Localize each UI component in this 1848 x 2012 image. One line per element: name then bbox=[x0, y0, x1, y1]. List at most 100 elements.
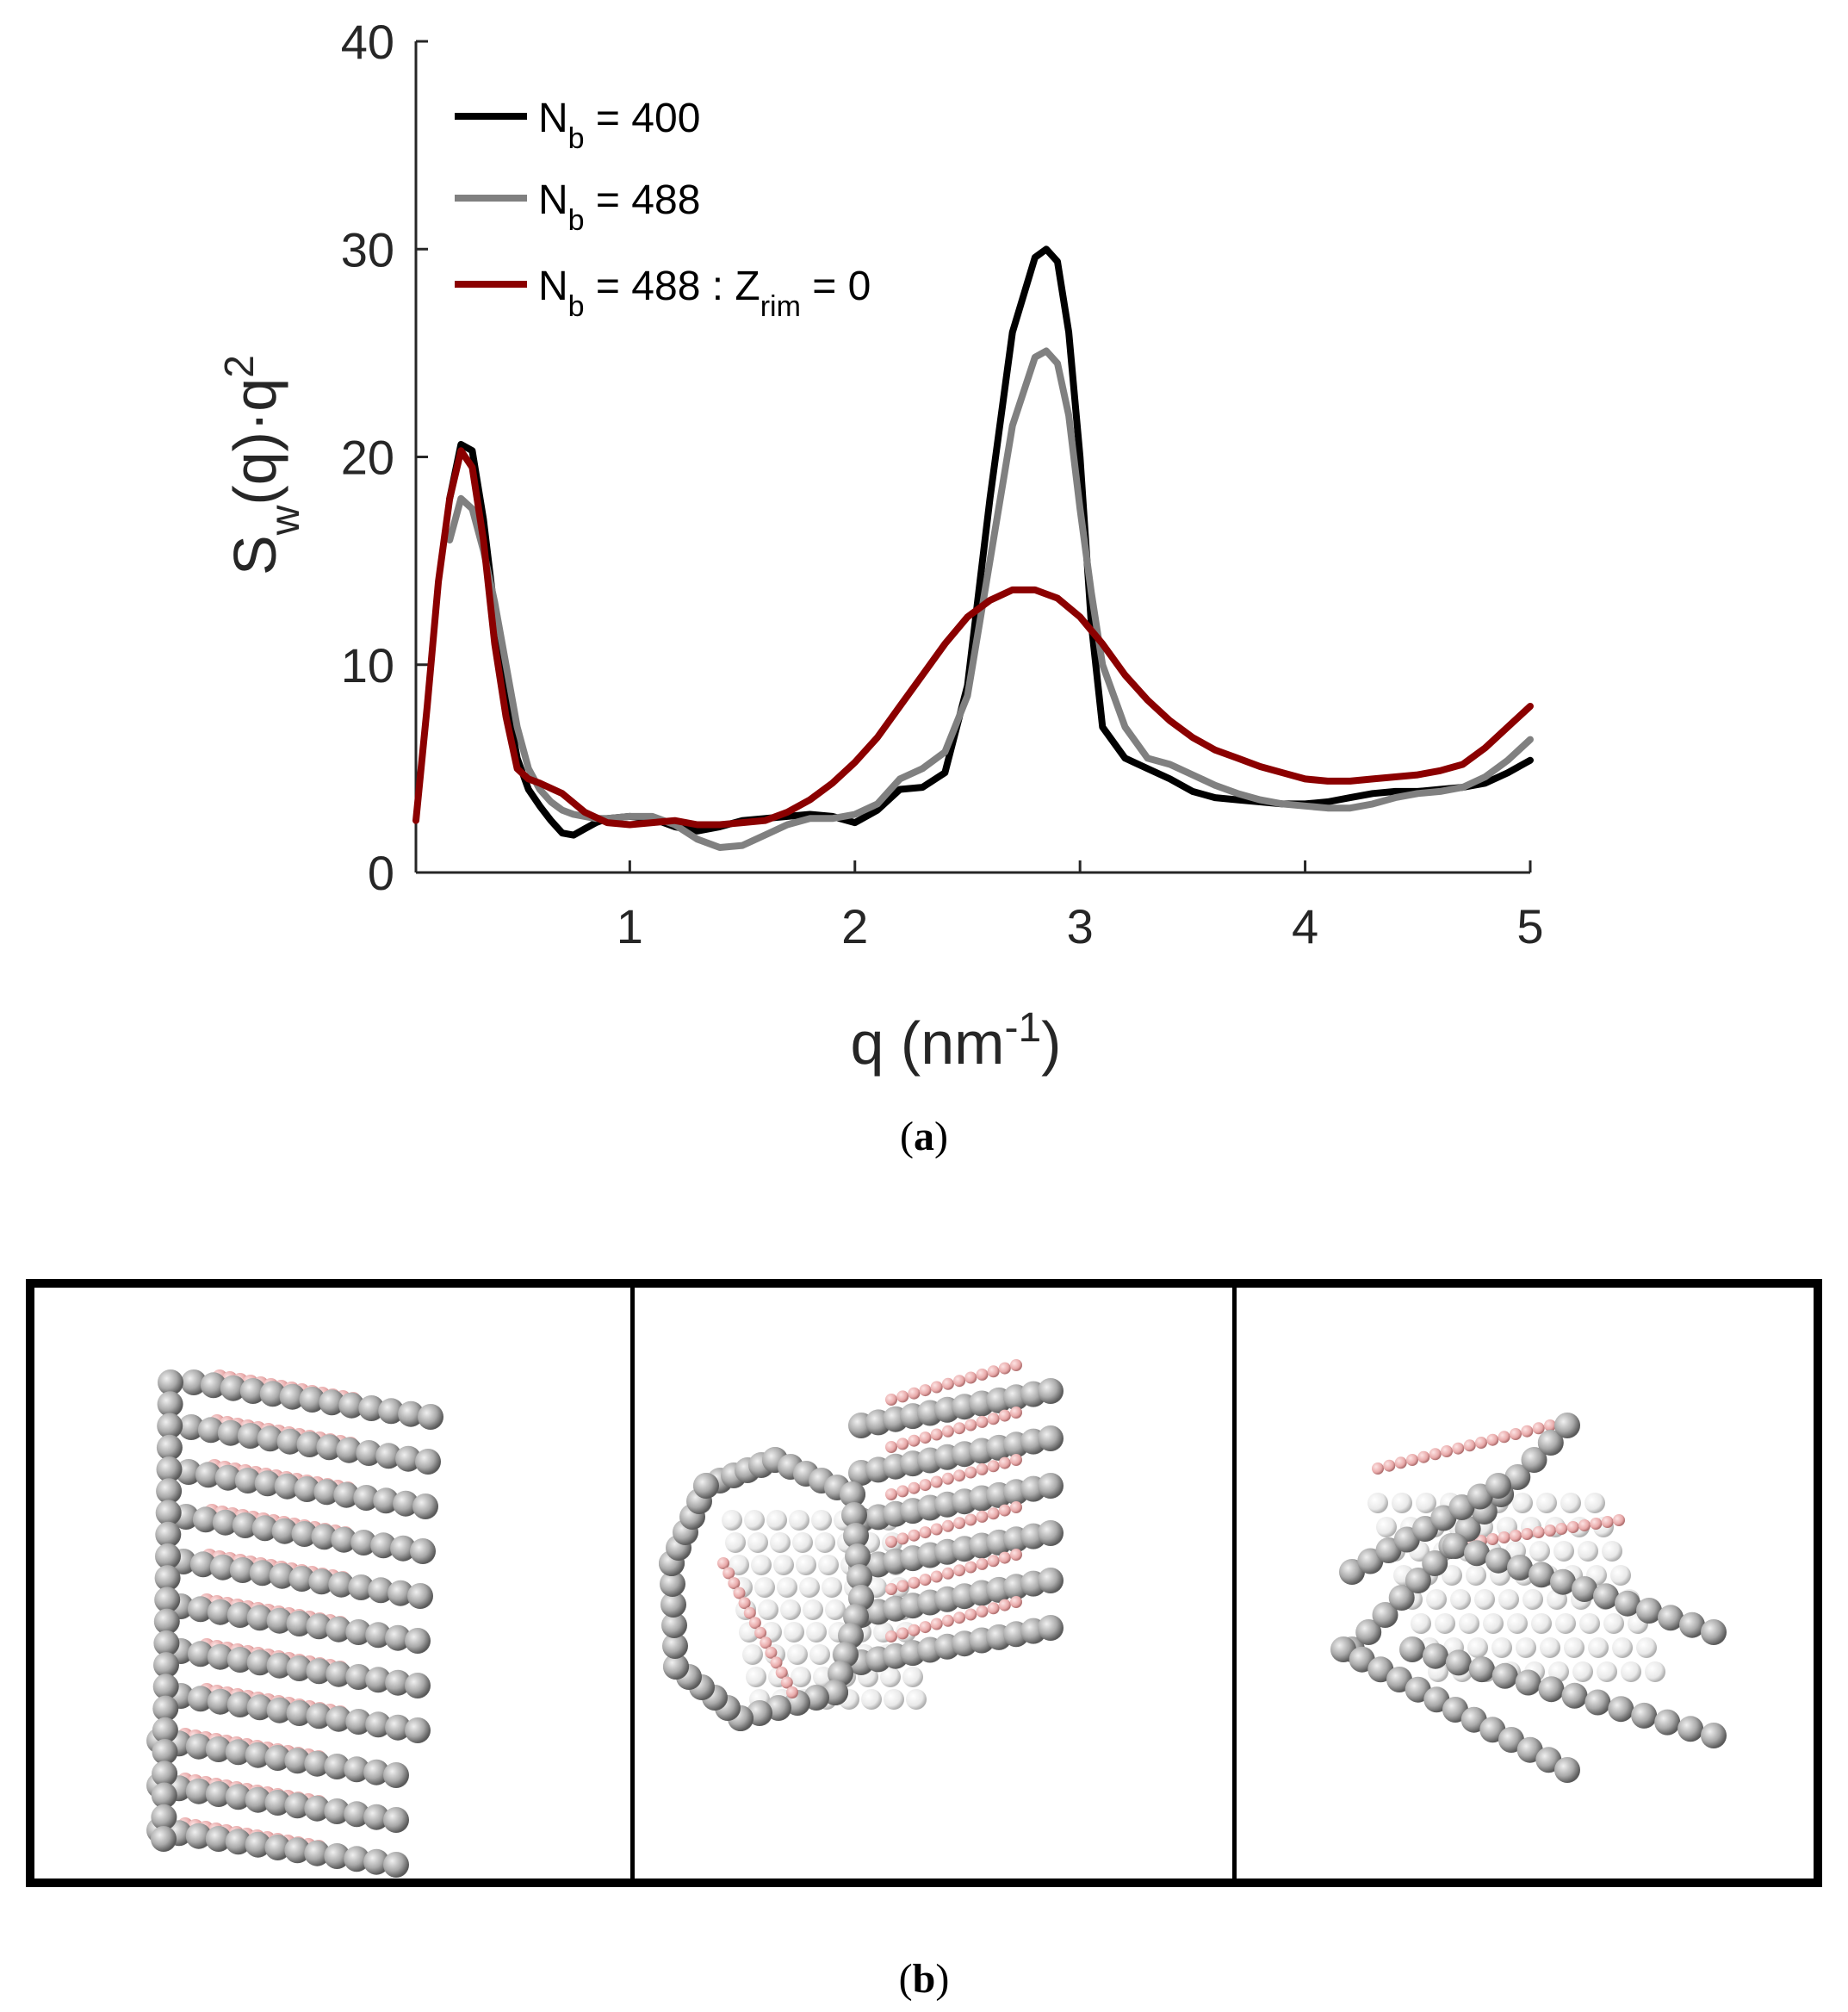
gray-bead bbox=[304, 1750, 331, 1777]
gray-bead bbox=[1038, 1425, 1064, 1451]
white-bead bbox=[811, 1510, 832, 1531]
x-tick-label: 1 bbox=[617, 899, 643, 953]
pink-bead bbox=[964, 1466, 977, 1479]
gray-bead bbox=[324, 1843, 350, 1869]
gray-bead bbox=[405, 1673, 431, 1698]
pink-bead bbox=[1510, 1428, 1522, 1440]
white-bead bbox=[1610, 1565, 1631, 1586]
white-bead bbox=[1540, 1637, 1560, 1658]
gray-bead bbox=[383, 1762, 409, 1788]
gray-bead bbox=[155, 1500, 182, 1526]
gray-bead bbox=[155, 1521, 182, 1548]
gray-bead bbox=[225, 1784, 251, 1810]
pink-bead bbox=[941, 1519, 954, 1532]
white-bead bbox=[1564, 1637, 1584, 1658]
gray-bead bbox=[156, 1478, 183, 1505]
white-bead bbox=[758, 1599, 778, 1620]
gray-bead bbox=[152, 1674, 179, 1700]
white-bead bbox=[1483, 1613, 1504, 1634]
pink-bead bbox=[1394, 1456, 1407, 1469]
gray-bead bbox=[1584, 1689, 1611, 1716]
gray-bead bbox=[195, 1462, 221, 1488]
white-bead bbox=[792, 1532, 813, 1553]
white-bead bbox=[880, 1667, 901, 1687]
pink-bead bbox=[1590, 1518, 1603, 1530]
x-tick-label: 3 bbox=[1067, 899, 1094, 953]
pink-bead bbox=[908, 1529, 921, 1542]
pink-bead bbox=[1521, 1425, 1534, 1438]
gray-bead bbox=[185, 1733, 212, 1760]
white-bead bbox=[1507, 1613, 1528, 1634]
pink-bead bbox=[953, 1564, 966, 1577]
gray-bead bbox=[156, 1456, 183, 1482]
gray-bead bbox=[841, 1502, 867, 1528]
gray-bead bbox=[1507, 1555, 1533, 1580]
pink-bead bbox=[1406, 1454, 1418, 1466]
gray-bead bbox=[157, 1413, 183, 1439]
gray-bead bbox=[1442, 1533, 1468, 1559]
gray-bead bbox=[1593, 1583, 1619, 1610]
gray-bead bbox=[151, 1782, 177, 1809]
gray-bead bbox=[378, 1398, 405, 1425]
gray-bead bbox=[229, 1557, 256, 1583]
white-bead bbox=[1416, 1493, 1436, 1513]
gray-bead bbox=[286, 1655, 313, 1681]
gray-bead bbox=[271, 1518, 298, 1544]
gray-bead bbox=[326, 1661, 352, 1687]
gray-bead bbox=[284, 1748, 311, 1774]
gray-bead bbox=[246, 1649, 273, 1676]
white-bead bbox=[1450, 1589, 1471, 1610]
gray-bead bbox=[1038, 1378, 1064, 1404]
white-bead bbox=[818, 1555, 839, 1575]
gray-bead bbox=[192, 1506, 219, 1533]
pink-bead bbox=[998, 1504, 1011, 1517]
gray-bead bbox=[205, 1736, 232, 1762]
pink-bead bbox=[1383, 1459, 1396, 1472]
gray-bead bbox=[1654, 1709, 1681, 1736]
gray-bead bbox=[663, 1654, 689, 1680]
y-axis-title: Sw(q)·q2 bbox=[217, 355, 308, 575]
pink-bead bbox=[896, 1390, 909, 1403]
pink-bead bbox=[748, 1617, 761, 1630]
pink-bead bbox=[998, 1456, 1011, 1469]
snapshot-split-bundle bbox=[659, 1359, 1064, 1731]
gray-bead bbox=[319, 1389, 345, 1416]
pink-bead bbox=[987, 1365, 1000, 1378]
pink-bead bbox=[976, 1510, 989, 1523]
gray-bead bbox=[843, 1523, 869, 1549]
gray-bead bbox=[152, 1695, 179, 1722]
pink-bead bbox=[896, 1627, 909, 1640]
pink-bead bbox=[780, 1676, 793, 1689]
gray-bead bbox=[288, 1566, 315, 1592]
white-bead bbox=[1466, 1565, 1486, 1586]
white-bead bbox=[746, 1667, 766, 1687]
white-bead bbox=[789, 1510, 809, 1531]
pink-bead bbox=[908, 1434, 921, 1447]
white-bead bbox=[1474, 1589, 1495, 1610]
gray-bead bbox=[1561, 1682, 1588, 1709]
gray-bead bbox=[151, 1804, 177, 1830]
pink-bead bbox=[964, 1371, 977, 1384]
gray-bead bbox=[363, 1804, 390, 1830]
chart-axes: 1 2 3 4 5 0 10 20 30 40 bbox=[341, 15, 1544, 953]
white-bead bbox=[1516, 1637, 1536, 1658]
pink-bead bbox=[896, 1485, 909, 1498]
gray-bead bbox=[226, 1647, 253, 1673]
pink-bead bbox=[770, 1656, 783, 1669]
pink-bead bbox=[908, 1387, 921, 1400]
gray-bead bbox=[152, 1739, 178, 1765]
white-bead bbox=[791, 1667, 811, 1687]
white-bead bbox=[1645, 1661, 1665, 1682]
pink-bead bbox=[1372, 1462, 1384, 1475]
pink-bead bbox=[1463, 1439, 1476, 1452]
gray-bead bbox=[1550, 1568, 1576, 1595]
gray-bead bbox=[152, 1717, 178, 1743]
gray-bead bbox=[1355, 1619, 1382, 1645]
gray-bead bbox=[660, 1592, 686, 1618]
gray-bead bbox=[1388, 1585, 1415, 1611]
pink-bead bbox=[987, 1602, 1000, 1615]
gray-bead bbox=[313, 1479, 340, 1506]
pink-bead bbox=[1613, 1514, 1625, 1526]
pink-bead bbox=[953, 1469, 966, 1482]
pink-bead bbox=[908, 1624, 921, 1636]
